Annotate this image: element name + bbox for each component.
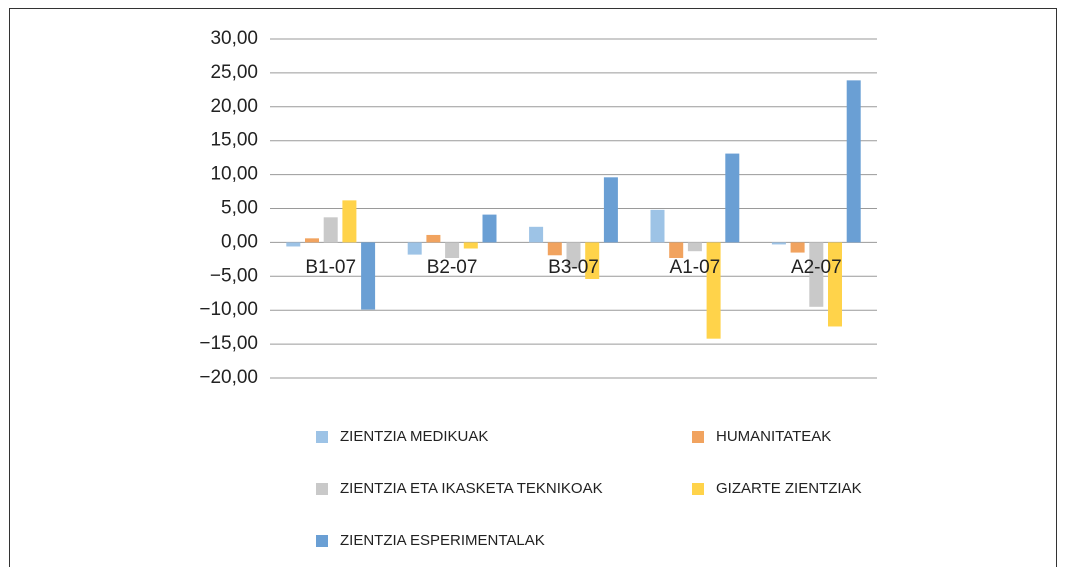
bar [809, 242, 824, 307]
y-tick-label: 30,00 [210, 28, 258, 49]
bar [846, 80, 861, 243]
bar [426, 234, 441, 243]
legend-label: ZIENTZIA ETA IKASKETA TEKNIKOAK [340, 480, 603, 497]
legend-label: ZIENTZIA ESPERIMENTALAK [340, 532, 545, 549]
bar [361, 242, 376, 310]
x-tick-label: B1-07 [305, 257, 356, 278]
bar [463, 242, 478, 249]
bar [603, 177, 618, 243]
legend-swatch [316, 483, 328, 495]
y-tick-label: 10,00 [210, 164, 258, 185]
x-tick-label: B2-07 [427, 257, 478, 278]
legend-swatch [316, 431, 328, 443]
y-tick-label: −10,00 [199, 299, 258, 320]
legend-swatch [316, 535, 328, 547]
legend-swatch [692, 431, 704, 443]
x-tick-label: A1-07 [670, 257, 721, 278]
bar [482, 214, 497, 243]
bar [669, 242, 684, 258]
bar [305, 238, 319, 243]
y-tick-label: 0,00 [221, 231, 258, 252]
legend-label: ZIENTZIA MEDIKUAK [340, 428, 488, 445]
bar [547, 242, 562, 256]
legend-swatch [692, 483, 704, 495]
bar [407, 242, 422, 255]
bar [650, 209, 665, 243]
x-tick-label: A2-07 [791, 257, 842, 278]
bar [566, 242, 581, 269]
bar [445, 242, 460, 258]
bar [706, 242, 721, 339]
legend-label: HUMANITATEAK [716, 428, 831, 445]
bar [687, 242, 702, 252]
y-tick-label: −5,00 [210, 265, 258, 286]
bar [828, 242, 842, 327]
bar [342, 200, 357, 243]
legend-label: GIZARTE ZIENTZIAK [716, 480, 862, 497]
bar [585, 242, 600, 280]
bar [286, 242, 301, 247]
y-tick-label: −15,00 [199, 333, 258, 354]
bar [790, 242, 805, 253]
y-tick-label: 20,00 [210, 96, 258, 117]
y-tick-label: 5,00 [221, 198, 258, 219]
bar [771, 242, 786, 245]
bar [323, 217, 338, 243]
chart-border [9, 8, 1057, 567]
bar [529, 226, 544, 243]
x-tick-label: B3-07 [548, 257, 599, 278]
y-tick-label: 15,00 [210, 130, 258, 151]
y-tick-label: 25,00 [210, 62, 258, 83]
y-tick-label: −20,00 [199, 367, 258, 388]
bar [725, 153, 740, 243]
